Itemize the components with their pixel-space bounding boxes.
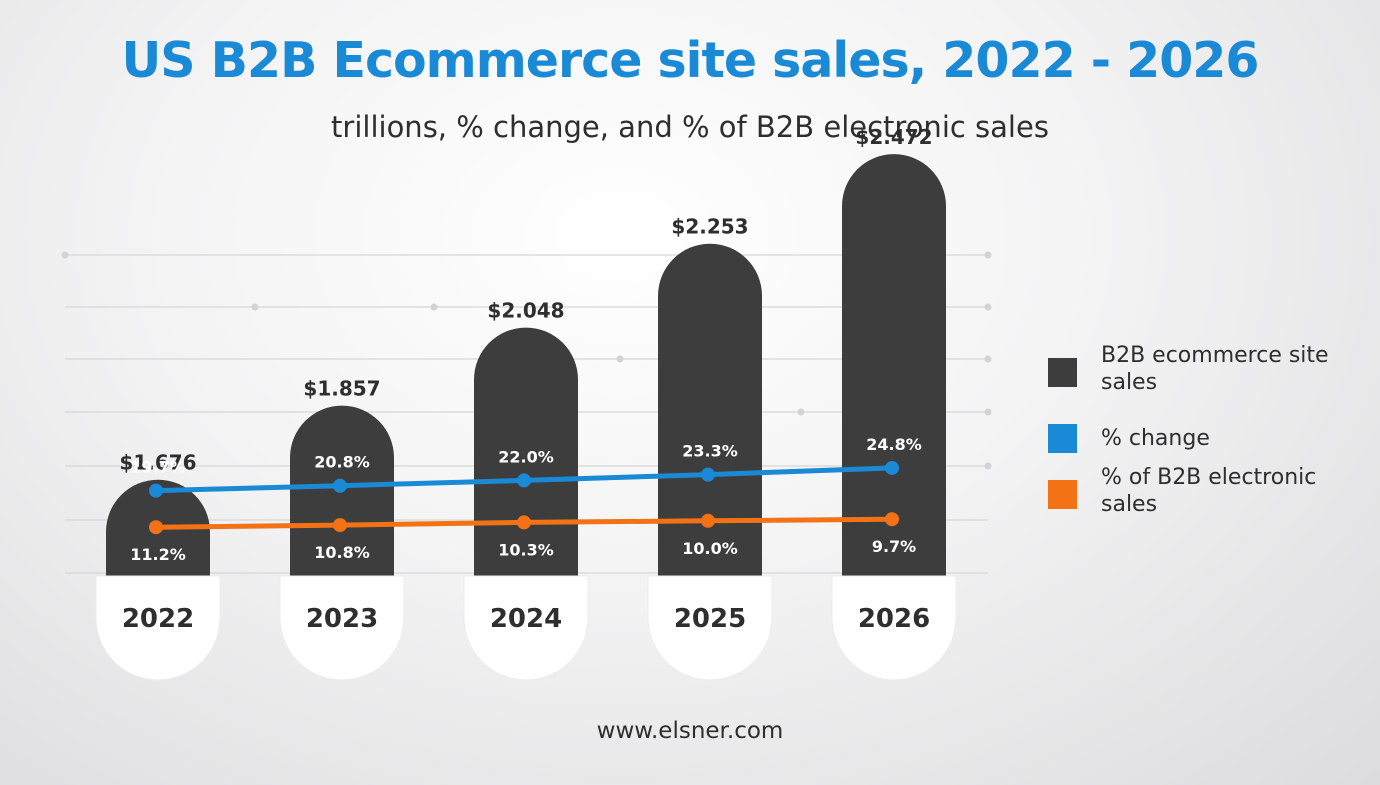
grid-dot-8: [616, 355, 624, 363]
legend-swatch-share: [1048, 480, 1077, 509]
category-label-2023: 2023: [306, 604, 378, 634]
grid-dot-3: [984, 355, 992, 363]
label-share-2022: 11.2%: [130, 545, 186, 564]
grid-dot-6: [251, 303, 259, 311]
label-change-2026: 24.8%: [866, 435, 922, 454]
point-change-2025: [701, 467, 715, 482]
point-share-2026: [885, 512, 899, 527]
label-change-2022: 19.7%: [130, 458, 186, 477]
legend-item-share: % of B2B electronic sales: [1048, 465, 1348, 536]
bar-value-label-2026: $2.472: [855, 125, 932, 149]
bar-value-label-2024: $2.048: [487, 299, 564, 323]
category-label-2026: 2026: [858, 604, 930, 634]
point-share-2023: [333, 518, 347, 533]
footer-url: www.elsner.com: [596, 718, 784, 744]
legend-swatch-change: [1048, 424, 1077, 453]
grid-dot-2: [984, 303, 992, 311]
label-share-2025: 10.0%: [682, 539, 738, 558]
grid-dot-5: [984, 462, 992, 470]
label-change-2025: 23.3%: [682, 442, 738, 461]
chart-title: US B2B Ecommerce site sales, 2022 - 2026: [121, 32, 1259, 89]
grid-dot-4: [984, 408, 992, 416]
legend: B2B ecommerce site sales % change % of B…: [1048, 340, 1348, 536]
label-change-2023: 20.8%: [314, 453, 370, 472]
bar-value-label-2022: $1.676: [119, 451, 196, 475]
category-pill-2026: [831, 575, 957, 681]
category-label-2025: 2025: [674, 604, 746, 634]
point-share-2025: [701, 513, 715, 528]
point-change-2026: [885, 460, 899, 475]
category-pill-2022: [95, 575, 221, 681]
category-label-2022: 2022: [122, 604, 194, 634]
grid-dot-9: [797, 408, 805, 416]
label-share-2026: 9.7%: [872, 537, 916, 556]
label-share-2024: 10.3%: [498, 540, 554, 559]
point-share-2024: [517, 515, 531, 530]
category-label-2024: 2024: [490, 604, 562, 634]
legend-swatch-sales: [1048, 358, 1077, 387]
label-share-2023: 10.8%: [314, 543, 370, 562]
bar-value-label-2025: $2.253: [671, 215, 748, 239]
legend-label-change: % change: [1101, 426, 1210, 451]
point-change-2022: [149, 483, 163, 498]
grid-dot-7: [430, 303, 438, 311]
category-pill-2025: [647, 575, 773, 681]
point-change-2024: [517, 473, 531, 488]
legend-label-share: % of B2B electronic sales: [1101, 465, 1317, 517]
label-change-2024: 22.0%: [498, 447, 554, 466]
grid-dot-0: [61, 251, 69, 259]
point-change-2023: [333, 478, 347, 493]
bar-2025: [658, 243, 762, 576]
legend-item-change: % change: [1048, 424, 1348, 480]
bar-value-label-2023: $1.857: [303, 377, 380, 401]
legend-label-sales: B2B ecommerce site sales: [1101, 343, 1329, 395]
legend-item-sales: B2B ecommerce site sales: [1048, 340, 1348, 396]
chart-subtitle: trillions, % change, and % of B2B electr…: [331, 110, 1049, 144]
category-pill-2023: [279, 575, 405, 681]
bar-2024: [474, 327, 578, 576]
point-share-2022: [149, 520, 163, 535]
grid-dot-1: [984, 251, 992, 259]
category-pill-2024: [463, 575, 589, 681]
